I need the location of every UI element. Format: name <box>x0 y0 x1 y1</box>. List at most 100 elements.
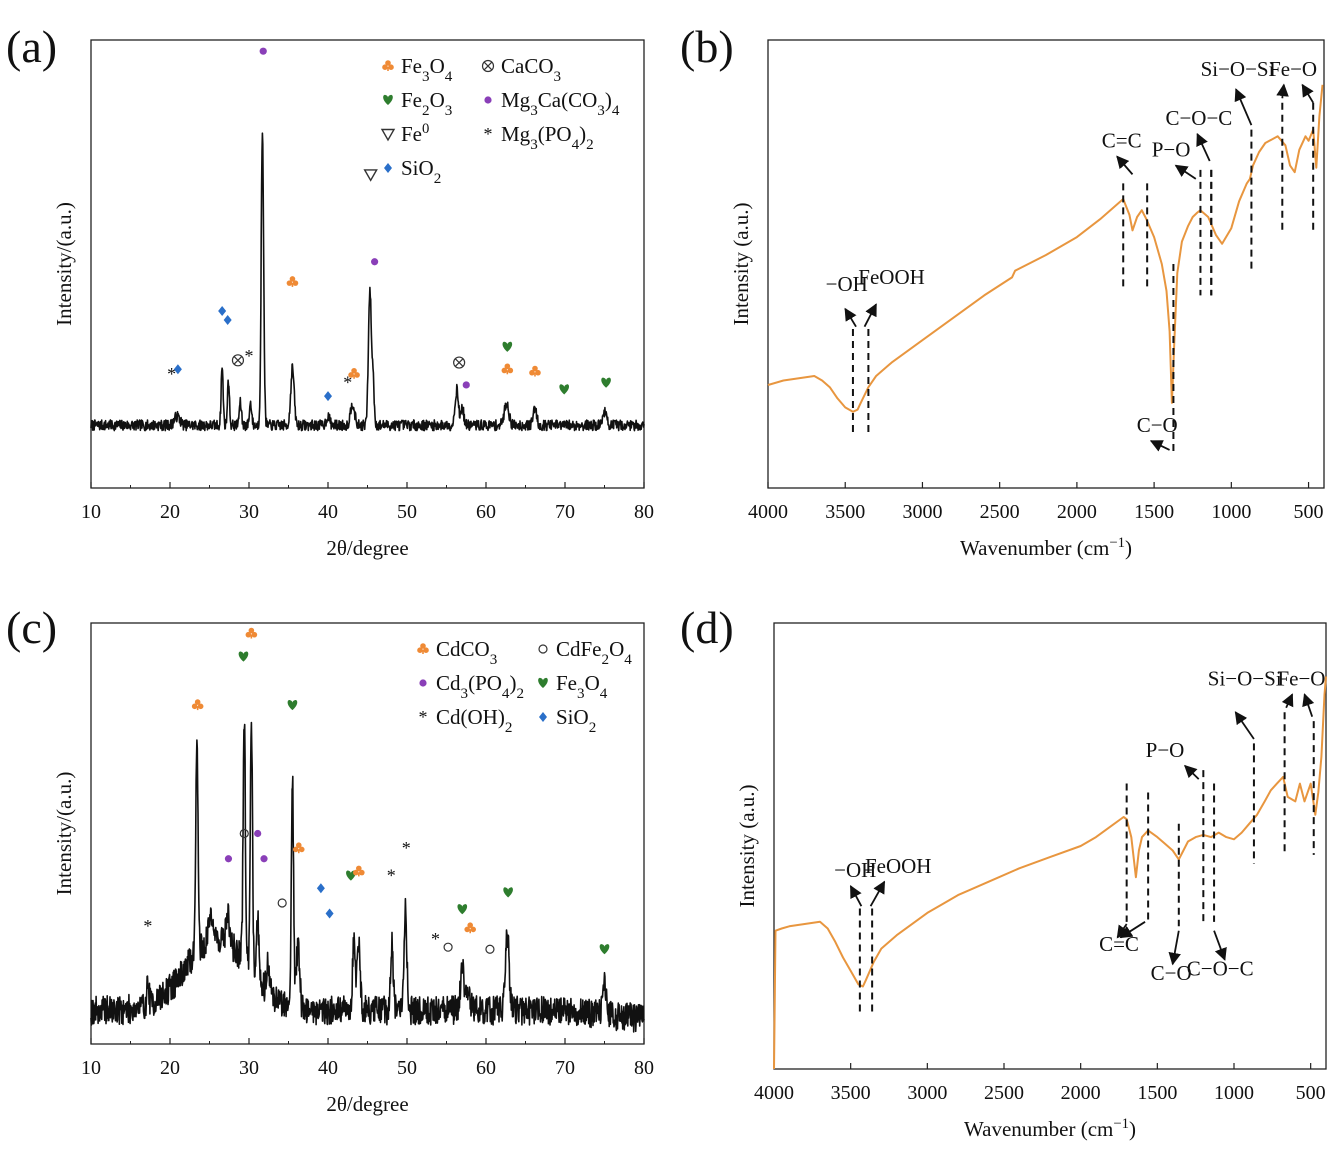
d-y-axis-label: Intensity (a.u.) <box>735 784 759 907</box>
a-tick-label: 30 <box>239 501 259 523</box>
b-x-axis-label: Wavenumber (cm−1) <box>960 535 1132 560</box>
b-band-label: C=C <box>1102 129 1142 153</box>
a-peak-marker-club <box>286 276 299 287</box>
a-peak-marker-dot <box>259 47 267 55</box>
b-tick-label: 3000 <box>902 501 942 523</box>
c-tick-label: 40 <box>318 1057 338 1079</box>
a-x-axis-label: 2θ/degree <box>326 536 408 560</box>
panel-d-ftir-chart: (d) 4000 3500 3000 2500 2000 1500 1000 500 Wavenu… <box>680 602 1327 1141</box>
c-legend-label: CdCO3 <box>436 637 497 668</box>
c-legend: CdCO3 CdFe2O4 Cd3(PO4)2 Fe3O4 * Cd(OH)2 SiO2 <box>417 637 632 736</box>
b-band-label: P−O <box>1152 137 1191 161</box>
c-peak-marker-club <box>353 865 365 877</box>
a-legend-label: Fe2O3 <box>401 88 452 119</box>
a-peak-marker-star: * <box>343 373 352 393</box>
d-tick-label: 1500 <box>1137 1082 1177 1104</box>
a-peak-marker-star: * <box>245 346 254 366</box>
b-band-label: Fe−O <box>1269 57 1317 81</box>
c-peak-marker-star: * <box>431 929 440 949</box>
a-peak-marker-diamond <box>324 391 332 402</box>
b-band-arrow <box>1234 88 1253 126</box>
b-band-arrow <box>1301 83 1314 104</box>
a-peak-marker-otimes <box>453 356 466 369</box>
b-tick-label: 4000 <box>748 501 788 523</box>
c-x-axis-label: 2θ/degree <box>326 1092 408 1116</box>
c-y-axis-label: Intensity/(a.u.) <box>52 772 76 896</box>
a-legend-label: Fe3O4 <box>401 54 453 85</box>
c-peak-marker-club <box>191 699 204 711</box>
d-band-arrow <box>869 880 886 907</box>
c-peak-marker-circle <box>239 828 249 839</box>
a-legend-label: CaCO3 <box>501 54 561 85</box>
a-peak-marker-heart <box>601 377 611 388</box>
c-legend-symbol-heart <box>538 677 548 688</box>
a-peak-marker-diamond <box>173 364 182 375</box>
a-peak-marker-dot <box>462 381 470 389</box>
c-peak-marker-club <box>245 627 258 639</box>
c-peak-marker-star: * <box>402 838 411 858</box>
d-tick-label: 1000 <box>1214 1082 1254 1104</box>
c-peak-marker-heart <box>503 887 513 898</box>
a-legend-label: Mg3(PO4)2 <box>501 122 594 153</box>
c-tick-label: 70 <box>555 1057 575 1079</box>
a-legend-symbol-heart <box>383 94 393 105</box>
d-band-label: −OH <box>834 858 876 882</box>
svg-text:*: * <box>431 929 440 949</box>
svg-text:*: * <box>167 364 176 384</box>
c-peak-marker-dot <box>224 855 233 863</box>
a-pattern-line <box>90 132 645 432</box>
a-tick-label: 40 <box>318 501 338 523</box>
a-tick-label: 50 <box>397 501 417 523</box>
c-pattern-line <box>90 721 645 1033</box>
d-band-arrow <box>1184 764 1200 780</box>
d-tick-label: 4000 <box>754 1082 794 1104</box>
a-legend-symbol-diamond <box>384 163 392 173</box>
c-peak-marker-circle <box>443 942 453 952</box>
b-band-label: C−O−C <box>1165 106 1232 130</box>
a-legend-symbol-triangle <box>380 128 396 142</box>
a-tick-label: 20 <box>160 501 180 523</box>
c-peak-marker-heart <box>238 651 249 662</box>
d-band-arrow <box>1234 711 1255 740</box>
a-peak-marker-diamond <box>218 306 227 317</box>
c-legend-label: CdFe2O4 <box>556 637 632 668</box>
d-band-arrow <box>1116 923 1130 939</box>
b-band-label: Si−O−Si <box>1201 57 1275 81</box>
c-panel-label: (c) <box>6 602 57 653</box>
d-band-label: Si−O−Si <box>1208 666 1282 690</box>
d-tick-label: 3000 <box>907 1082 947 1104</box>
c-legend-label: SiO2 <box>556 705 596 736</box>
a-peak-marker-heart <box>502 341 513 352</box>
c-legend-label: Fe3O4 <box>556 671 608 702</box>
panel-c-xrd-chart: (c) 10 20 30 40 50 60 70 80 2θ/degree Intensity/(a… <box>6 602 654 1116</box>
d-tick-label: 500 <box>1296 1082 1326 1104</box>
d-band-label: FeOOH <box>865 854 932 878</box>
a-peak-marker-diamond <box>223 315 232 325</box>
a-panel-label: (a) <box>6 21 57 72</box>
c-peak-marker-diamond <box>325 908 334 919</box>
d-tick-label: 2500 <box>984 1082 1024 1104</box>
a-legend-label: Fe0 <box>401 121 429 146</box>
b-band-arrow <box>1276 83 1289 99</box>
a-peak-marker-club <box>348 367 360 379</box>
b-band-label: FeOOH <box>858 265 925 289</box>
a-tick-label: 70 <box>555 501 575 523</box>
d-band-arrow <box>849 885 863 907</box>
a-legend-symbol-dot <box>484 96 492 104</box>
b-plot-frame <box>767 39 1325 489</box>
c-peak-marker-heart <box>599 944 610 955</box>
a-legend-label: Mg3Ca(CO3)4 <box>501 88 620 119</box>
d-band-arrow <box>1281 693 1294 709</box>
c-legend-symbol-circle <box>538 644 548 654</box>
b-tick-label: 2500 <box>980 501 1020 523</box>
c-peak-marker-dot <box>260 855 268 863</box>
c-legend-symbol-club <box>417 643 429 654</box>
svg-text:*: * <box>387 866 396 886</box>
svg-text:*: * <box>343 373 352 393</box>
a-legend-symbol-star: * <box>484 124 493 144</box>
d-x-axis-label: Wavenumber (cm−1) <box>964 1116 1136 1141</box>
a-legend-symbol-club <box>382 60 394 71</box>
a-legend-symbol-otimes <box>481 59 495 73</box>
c-legend-symbol-dot <box>419 679 427 687</box>
